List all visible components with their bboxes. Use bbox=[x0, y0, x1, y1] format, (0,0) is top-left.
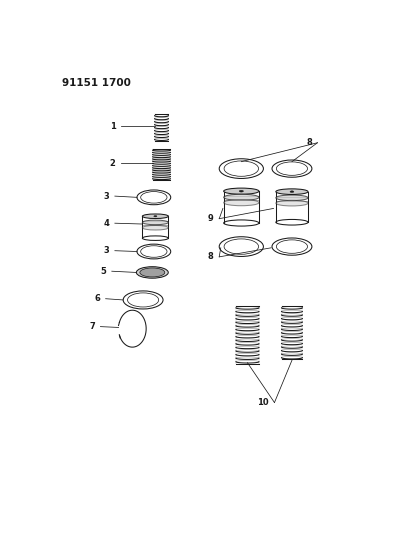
Ellipse shape bbox=[239, 190, 244, 192]
Ellipse shape bbox=[140, 268, 165, 277]
Ellipse shape bbox=[276, 200, 308, 206]
Text: 2: 2 bbox=[110, 159, 116, 168]
Text: 10: 10 bbox=[257, 398, 269, 407]
Text: 8: 8 bbox=[306, 138, 312, 147]
Text: 9: 9 bbox=[208, 214, 214, 223]
Ellipse shape bbox=[136, 266, 168, 278]
Text: 3: 3 bbox=[104, 191, 109, 200]
Ellipse shape bbox=[142, 225, 168, 230]
Text: 8: 8 bbox=[208, 252, 214, 261]
Polygon shape bbox=[142, 216, 168, 240]
Text: 5: 5 bbox=[101, 266, 106, 276]
Polygon shape bbox=[276, 192, 308, 225]
Ellipse shape bbox=[142, 220, 168, 225]
Text: 3: 3 bbox=[104, 246, 109, 255]
Text: 91151 1700: 91151 1700 bbox=[62, 78, 131, 88]
Ellipse shape bbox=[224, 188, 259, 194]
Text: 4: 4 bbox=[103, 219, 109, 228]
Text: 1: 1 bbox=[110, 122, 116, 131]
Ellipse shape bbox=[224, 199, 259, 206]
Ellipse shape bbox=[224, 194, 259, 200]
Text: 6: 6 bbox=[94, 294, 100, 303]
Text: 7: 7 bbox=[89, 322, 95, 331]
Polygon shape bbox=[224, 191, 259, 226]
Ellipse shape bbox=[276, 189, 308, 195]
Ellipse shape bbox=[154, 215, 157, 217]
Ellipse shape bbox=[290, 191, 294, 192]
Ellipse shape bbox=[142, 214, 168, 219]
Ellipse shape bbox=[276, 195, 308, 200]
